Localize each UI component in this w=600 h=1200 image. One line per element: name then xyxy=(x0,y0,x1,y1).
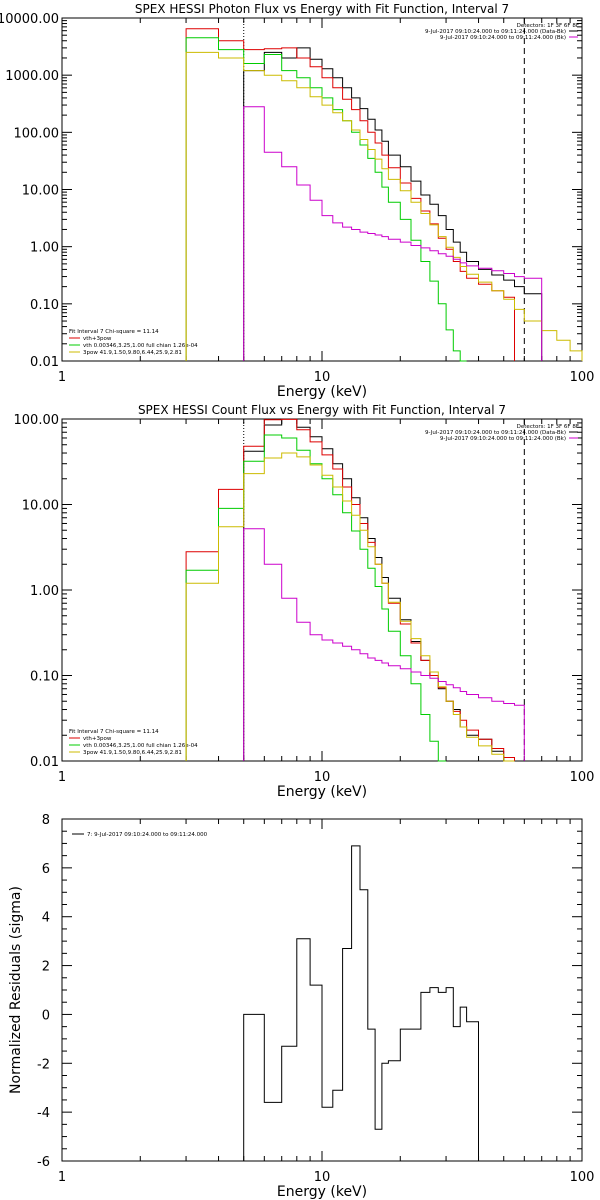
count-flux-x-axis-label: Energy (keV) xyxy=(277,784,367,800)
count-flux-x-tick: 10 xyxy=(314,770,331,785)
photon-flux-x-axis-label: Energy (keV) xyxy=(277,384,367,400)
photon-flux-x-tick: 10 xyxy=(314,370,331,385)
residuals-x-tick: 1 xyxy=(58,1170,66,1185)
count-flux-fit-legend-vth-3pow: vth+3pow xyxy=(83,736,112,742)
residuals-x-axis-label: Energy (keV) xyxy=(277,1184,367,1200)
photon-flux-series-data-bk xyxy=(243,47,543,361)
count-flux-panel: SPEX HESSI Count Flux vs Energy with Fit… xyxy=(14,403,595,800)
photon-flux-x-tick: 100 xyxy=(570,370,595,385)
residuals-y-tick: -4 xyxy=(37,1106,50,1121)
residuals-series-residual xyxy=(243,845,479,1161)
photon-flux-series-vth xyxy=(185,37,467,362)
residuals-y-axis-label: Normalized Residuals (sigma) xyxy=(8,886,24,1094)
residuals-panel: Energy (keV) Normalized Residuals (sigma… xyxy=(8,813,594,1200)
count-flux-legend-data-bk: 9-Jul-2017 09:10:24.000 to 09:11:24.000 … xyxy=(425,430,566,436)
count-flux-series-data-bk xyxy=(243,418,525,762)
photon-flux-fit-legend-vth-3pow: vth+3pow xyxy=(83,336,112,342)
count-flux-series-bk xyxy=(243,528,525,761)
photon-flux-series-vth-3pow xyxy=(185,28,515,361)
residuals-y-tick: 8 xyxy=(42,813,50,828)
count-flux-y-tick: 0.10 xyxy=(30,670,59,685)
residuals-y-tick: 6 xyxy=(42,862,50,877)
photon-flux-y-tick: 100.00 xyxy=(14,126,60,141)
count-flux-series-3pow xyxy=(185,452,515,762)
photon-flux-fit-header: Fit Interval 7 Chi-square = 11.14 xyxy=(69,329,159,335)
photon-flux-fit-legend-3pow: 3pow 41.9,1.50,9.80,6.44,25.9,2.81 xyxy=(83,350,182,356)
photon-flux-series-bk xyxy=(243,106,543,361)
count-flux-fit-legend-3pow: 3pow 41.9,1.50,9.80,6.44,25.9,2.81 xyxy=(83,750,182,756)
residuals-x-tick: 100 xyxy=(570,1170,595,1185)
count-flux-title: SPEX HESSI Count Flux vs Energy with Fit… xyxy=(138,403,506,417)
count-flux-fit-legend-vth: vth 0.00346,3.25,1.00 full chian 1.26e-0… xyxy=(83,743,198,749)
count-flux-series-vth-3pow xyxy=(185,418,515,761)
photon-flux-x-tick: 1 xyxy=(58,370,66,385)
photon-flux-series-3pow xyxy=(185,51,583,361)
residuals-legend-text: 7: 9-Jul-2017 09:10:24.000 to 09:11:24.0… xyxy=(87,832,208,838)
photon-flux-y-tick: 0.10 xyxy=(30,298,59,313)
residuals-y-tick: 0 xyxy=(42,1008,50,1023)
photon-flux-y-tick: 10.00 xyxy=(22,184,59,199)
count-flux-detectors-label: Detectors: 1F 3F 6F 8F xyxy=(517,424,579,430)
count-flux-y-tick: 0.01 xyxy=(30,755,59,770)
count-flux-y-tick: 10.00 xyxy=(22,499,59,514)
photon-flux-y-tick: 1000.00 xyxy=(5,69,59,84)
count-flux-x-tick: 100 xyxy=(570,770,595,785)
photon-flux-y-tick: 0.01 xyxy=(30,355,59,370)
count-flux-fit-header: Fit Interval 7 Chi-square = 11.14 xyxy=(69,729,159,735)
photon-flux-fit-legend-vth: vth 0.00346,3.25,1.00 full chian 1.26e-0… xyxy=(83,343,198,349)
photon-flux-legend-bk: 9-Jul-2017 09:10:24.000 to 09:11:24.000 … xyxy=(440,35,566,41)
count-flux-y-tick: 1.00 xyxy=(30,584,59,599)
residuals-y-tick: -2 xyxy=(37,1057,50,1072)
photon-flux-y-tick: 10000.00 xyxy=(0,12,59,27)
residuals-y-tick: -6 xyxy=(37,1155,50,1170)
count-flux-x-tick: 1 xyxy=(58,770,66,785)
photon-flux-panel: SPEX HESSI Photon Flux vs Energy with Fi… xyxy=(0,2,594,400)
residuals-x-tick: 10 xyxy=(314,1170,331,1185)
count-flux-legend-bk: 9-Jul-2017 09:10:24.000 to 09:11:24.000 … xyxy=(440,436,566,442)
residuals-y-tick: 4 xyxy=(42,911,50,926)
photon-flux-detectors-label: Detectors: 1F 3F 6F 8F xyxy=(517,23,579,29)
photon-flux-legend-data-bk: 9-Jul-2017 09:10:24.000 to 09:11:24.000 … xyxy=(425,29,566,35)
count-flux-series-vth xyxy=(185,434,447,762)
residuals-y-tick: 2 xyxy=(42,960,50,975)
count-flux-y-tick: 100.00 xyxy=(14,413,60,428)
photon-flux-y-tick: 1.00 xyxy=(30,241,59,256)
photon-flux-title: SPEX HESSI Photon Flux vs Energy with Fi… xyxy=(135,2,509,16)
